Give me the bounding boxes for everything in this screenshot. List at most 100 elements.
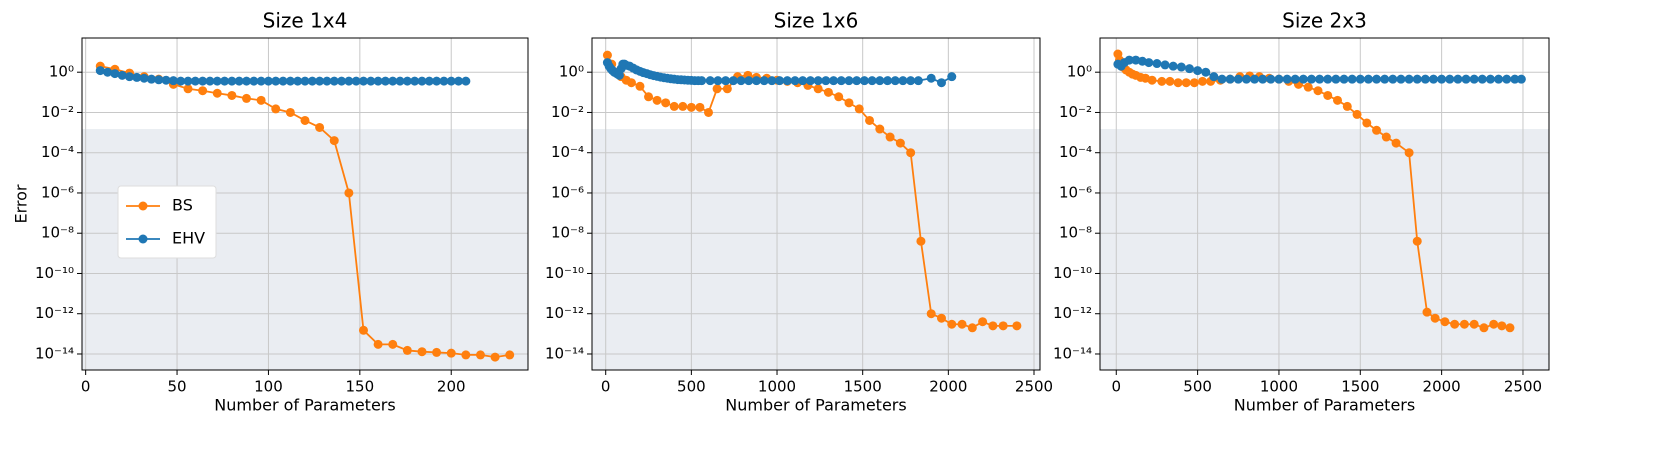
marker [1363,74,1373,84]
marker [1489,319,1499,329]
marker [380,76,390,86]
marker [913,76,923,86]
marker [1396,74,1406,84]
marker [1510,74,1520,84]
marker [154,75,164,85]
marker [1209,72,1219,82]
y-tick-label: 10⁻² [551,103,584,121]
marker [1165,76,1175,86]
marker [1461,74,1471,84]
chart-title: Size 2x3 [1282,9,1367,33]
marker [1197,76,1207,86]
marker [176,76,186,86]
marker [417,347,427,357]
marker [1342,101,1352,111]
marker [697,76,707,86]
marker [759,76,769,86]
marker [947,319,957,329]
marker [388,339,398,349]
marker [1516,74,1526,84]
y-tick-label: 10⁻¹⁴ [1053,344,1092,362]
x-axis-label: Number of Parameters [214,396,395,415]
marker [110,69,120,79]
marker [844,98,854,108]
marker [337,76,347,86]
legend-label: EHV [172,229,205,248]
marker [1306,74,1316,84]
legend-swatch-marker [138,234,148,244]
marker [947,72,957,82]
marker [461,76,471,86]
marker [1233,74,1243,84]
marker [146,74,156,84]
marker [198,86,208,96]
marker [1347,74,1357,84]
marker [829,76,839,86]
marker [1323,74,1333,84]
marker [1362,118,1372,128]
legend-label: BS [172,196,193,215]
marker [1505,323,1515,333]
x-tick-label: 0 [601,378,611,396]
marker [1303,82,1313,92]
y-axis-label: Error [12,184,31,223]
marker [1201,67,1211,77]
marker [1181,78,1191,88]
marker [351,76,361,86]
y-tick-label: 10⁻⁸ [1059,224,1092,242]
marker [125,72,135,82]
y-tick-label: 10⁻¹² [1053,304,1092,322]
marker [635,81,645,91]
marker [410,76,420,86]
marker [300,76,310,86]
y-tick-label: 10⁻² [1059,103,1092,121]
marker [695,102,705,112]
chart-title: Size 1x4 [263,9,348,33]
marker [446,76,456,86]
marker [1193,66,1203,76]
marker [1173,78,1183,88]
marker [1445,74,1455,84]
marker [1313,86,1323,96]
marker [813,84,823,94]
y-tick-label: 10⁰ [1067,63,1092,81]
marker [329,136,339,146]
y-tick-label: 10⁻⁶ [551,183,584,201]
marker [1404,74,1414,84]
marker [117,70,127,80]
y-tick-label: 10⁻⁸ [551,224,584,242]
marker [713,76,723,86]
marker [358,325,368,335]
marker [906,76,916,86]
marker [227,90,237,100]
marker [926,309,936,319]
marker [417,76,427,86]
marker [300,115,310,125]
y-tick-label: 10⁻⁴ [41,143,74,161]
marker [161,75,171,85]
marker [712,84,722,94]
marker [212,88,222,98]
marker [1339,74,1349,84]
marker [1258,74,1268,84]
x-axis-label: Number of Parameters [725,396,906,415]
marker [358,76,368,86]
marker [329,76,339,86]
marker [978,317,988,327]
marker [461,350,471,360]
marker [926,73,936,83]
marker [686,102,696,112]
marker [242,76,252,86]
x-tick-label: 100 [254,378,283,396]
marker [1352,109,1362,119]
marker [883,76,893,86]
marker [1485,74,1495,84]
marker [1412,74,1422,84]
x-tick-label: 150 [346,378,375,396]
marker [1144,58,1154,68]
marker [798,76,808,86]
marker [744,76,754,86]
marker [271,104,281,114]
marker [1428,74,1438,84]
